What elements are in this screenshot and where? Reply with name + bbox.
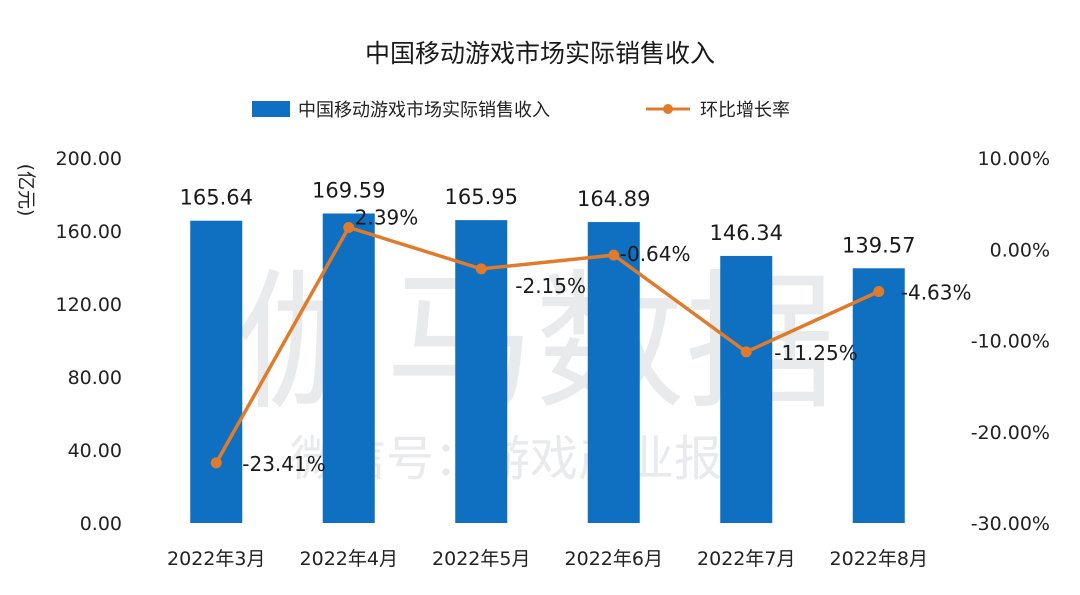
bar bbox=[190, 220, 243, 523]
rate-line bbox=[214, 225, 880, 464]
legend-line-marker bbox=[663, 104, 673, 114]
y2-tick-label: -30.00% bbox=[971, 513, 1050, 535]
rate-value-label: -23.41% bbox=[242, 452, 325, 476]
x-tick-label: 2022年7月 bbox=[697, 548, 795, 570]
bar-value-label: 146.34 bbox=[710, 221, 783, 245]
rate-value-label: 2.39% bbox=[355, 205, 419, 229]
y-axis-ticks: 0.00 40.00 80.00 120.00 160.00 200.00 bbox=[56, 148, 122, 535]
rate-labels: -23.41% 2.39% -2.15% -0.64% -11.25% -4.63% bbox=[242, 205, 971, 475]
rate-point bbox=[210, 457, 222, 469]
rate-value-label: -4.63% bbox=[901, 280, 972, 304]
chart-title: 中国移动游戏市场实际销售收入 bbox=[365, 39, 715, 68]
x-tick-label: 2022年4月 bbox=[300, 548, 398, 570]
y2-tick-label: -20.00% bbox=[971, 422, 1050, 444]
y2-axis-ticks: -30.00% -20.00% -10.00% 0.00% 10.00% bbox=[971, 148, 1050, 535]
y-tick-label: 200.00 bbox=[56, 148, 122, 170]
x-axis-ticks: 2022年3月 2022年4月 2022年5月 2022年6月 2022年7月 2022年… bbox=[167, 548, 928, 570]
rate-value-label: -0.64% bbox=[620, 242, 691, 266]
y2-tick-label: 10.00% bbox=[978, 148, 1050, 170]
x-tick-label: 2022年5月 bbox=[432, 548, 530, 570]
rate-point bbox=[343, 221, 355, 233]
y2-tick-label: 0.00% bbox=[990, 239, 1050, 261]
y-tick-label: 120.00 bbox=[56, 294, 122, 316]
rate-point bbox=[740, 346, 752, 358]
bar-value-label: 164.89 bbox=[577, 187, 650, 211]
y-tick-label: 160.00 bbox=[56, 221, 122, 243]
y-axis-label: (亿元) bbox=[15, 164, 37, 217]
bar-value-label: 165.64 bbox=[180, 186, 253, 210]
bar-value-label: 139.57 bbox=[842, 233, 915, 257]
legend-bar-swatch bbox=[252, 101, 290, 117]
bar bbox=[852, 268, 905, 523]
bar bbox=[587, 222, 640, 523]
y-tick-label: 40.00 bbox=[68, 440, 122, 462]
rate-point bbox=[475, 263, 487, 275]
x-tick-label: 2022年8月 bbox=[830, 548, 928, 570]
rate-value-label: -2.15% bbox=[515, 274, 586, 298]
x-tick-label: 2022年3月 bbox=[167, 548, 265, 570]
bar bbox=[720, 255, 773, 523]
x-tick-label: 2022年6月 bbox=[565, 548, 663, 570]
legend-bar-label: 中国移动游戏市场实际销售收入 bbox=[298, 100, 550, 121]
bar bbox=[322, 213, 375, 524]
bar-labels: 165.64 169.59 165.95 164.89 146.34 139.57 bbox=[180, 178, 916, 257]
bars bbox=[190, 213, 905, 524]
rate-point bbox=[608, 249, 620, 261]
rate-point bbox=[873, 285, 885, 297]
legend-line-label: 环比增长率 bbox=[700, 100, 790, 121]
y-tick-label: 80.00 bbox=[68, 367, 122, 389]
rate-value-label: -11.25% bbox=[774, 341, 857, 365]
bar-value-label: 165.95 bbox=[445, 185, 518, 209]
y-tick-label: 0.00 bbox=[80, 513, 122, 535]
y2-tick-label: -10.00% bbox=[971, 331, 1050, 353]
bar-value-label: 169.59 bbox=[312, 178, 385, 202]
legend: 中国移动游戏市场实际销售收入 环比增长率 bbox=[252, 100, 790, 121]
rate-points bbox=[210, 221, 885, 469]
